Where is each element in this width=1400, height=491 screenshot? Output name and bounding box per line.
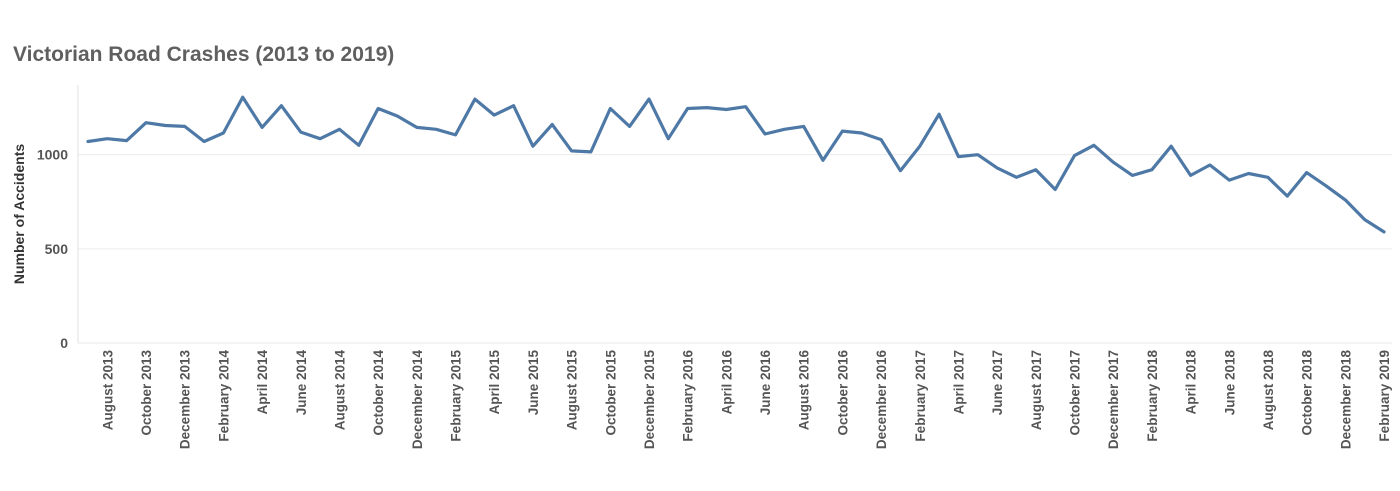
x-tick-label: February 2018: [1145, 350, 1160, 442]
x-tick-label: August 2014: [332, 350, 347, 431]
x-tick-label: December 2015: [642, 350, 657, 450]
x-tick-label: April 2016: [719, 350, 734, 415]
x-tick-label: April 2014: [255, 350, 270, 415]
x-tick-label: April 2018: [1184, 350, 1199, 415]
series-line: [86, 95, 1386, 234]
x-tick-label: December 2016: [874, 350, 889, 450]
x-tick-label: October 2018: [1300, 350, 1315, 436]
x-tick-label: December 2014: [410, 350, 425, 450]
x-tick-label: August 2017: [1029, 350, 1044, 430]
x-axis: August 2013 October 2013 December 2013 Febr…: [78, 342, 1392, 450]
x-tick-label: August 2018: [1261, 350, 1276, 431]
x-tick-label: April 2015: [487, 350, 502, 415]
y-tick-label: 500: [45, 241, 69, 257]
x-tick-label: October 2016: [835, 350, 850, 436]
x-tick-label: October 2017: [1068, 350, 1083, 436]
x-tick-label: June 2015: [526, 350, 541, 416]
x-tick-label: February 2019: [1377, 350, 1392, 442]
x-tick-label: August 2016: [797, 350, 812, 431]
x-tick-label: June 2016: [758, 350, 773, 416]
x-tick-label: April 2017: [951, 350, 966, 415]
x-tick-label: December 2013: [178, 350, 193, 450]
x-tick-label: February 2016: [681, 350, 696, 442]
x-tick-label: June 2018: [1222, 350, 1237, 416]
y-tick-label: 1000: [37, 147, 68, 163]
gridlines: [78, 154, 1392, 250]
x-tick-label: February 2017: [913, 350, 928, 442]
x-tick-label: October 2013: [139, 350, 154, 436]
y-tick-label: 0: [60, 335, 68, 351]
y-axis-label: Number of Accidents: [11, 144, 27, 284]
x-tick-label: June 2014: [294, 350, 309, 416]
x-tick-label: December 2018: [1338, 350, 1353, 450]
x-tick-label: August 2015: [565, 350, 580, 431]
x-tick-label: February 2015: [449, 350, 464, 442]
x-tick-label: October 2015: [603, 350, 618, 436]
y-axis: 0 500 1000: [37, 85, 79, 351]
x-tick-label: August 2013: [100, 350, 115, 431]
x-tick-label: December 2017: [1106, 350, 1121, 449]
chart-title: Victorian Road Crashes (2013 to 2019): [13, 43, 395, 66]
x-tick-label: October 2014: [371, 350, 386, 436]
x-tick-label: June 2017: [990, 350, 1005, 415]
x-tick-label: February 2014: [216, 350, 231, 442]
